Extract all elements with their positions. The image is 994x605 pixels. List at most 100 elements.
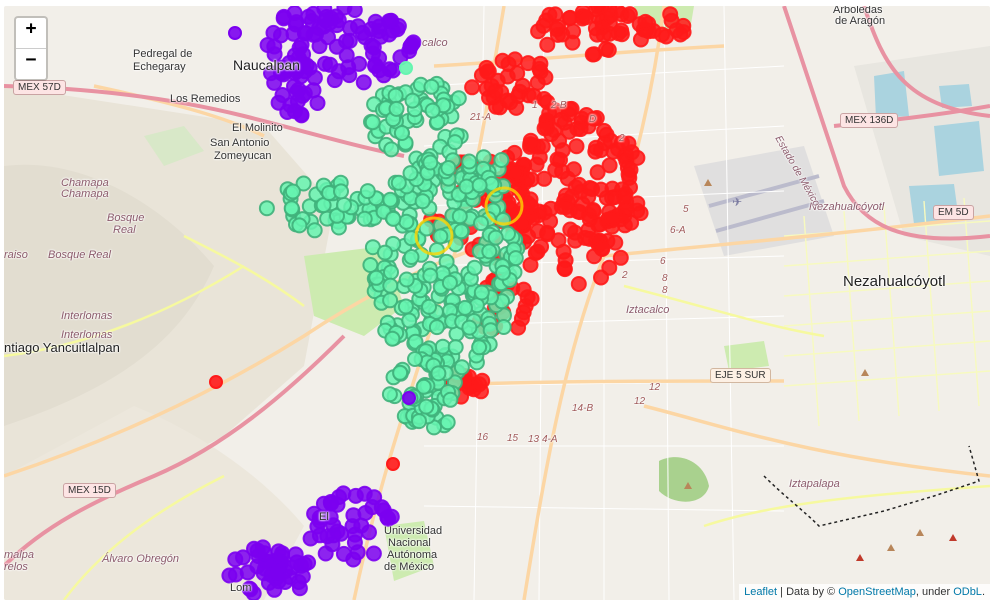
marker-mint[interactable]	[428, 319, 445, 336]
marker-purple[interactable]	[221, 567, 238, 584]
marker-mint[interactable]	[447, 134, 463, 151]
marker-mint[interactable]	[466, 259, 483, 276]
marker-red[interactable]	[510, 319, 527, 336]
marker-mint[interactable]	[441, 274, 458, 291]
marker-mint[interactable]	[482, 322, 499, 339]
marker-purple[interactable]	[269, 564, 286, 581]
marker-purple[interactable]	[373, 499, 390, 516]
marker-red[interactable]	[580, 188, 597, 205]
marker-mint[interactable]	[442, 391, 459, 408]
marker-purple[interactable]	[322, 509, 339, 526]
marker-red[interactable]	[584, 46, 601, 63]
marker-purple[interactable]	[311, 527, 328, 544]
marker-red[interactable]	[572, 121, 589, 138]
marker-red[interactable]	[612, 249, 629, 266]
marker-stray[interactable]	[399, 61, 413, 75]
marker-mint[interactable]	[411, 413, 427, 430]
marker-mint[interactable]	[295, 175, 312, 192]
marker-purple[interactable]	[308, 26, 324, 43]
marker-mint[interactable]	[381, 386, 398, 403]
marker-purple[interactable]	[286, 103, 303, 120]
marker-mint[interactable]	[471, 177, 488, 194]
marker-red[interactable]	[570, 276, 587, 292]
marker-mint[interactable]	[291, 217, 308, 234]
marker-mint[interactable]	[457, 299, 473, 316]
marker-mint[interactable]	[398, 271, 415, 288]
marker-red[interactable]	[597, 41, 614, 58]
marker-mint[interactable]	[461, 319, 478, 336]
marker-purple[interactable]	[275, 10, 292, 27]
marker-red[interactable]	[586, 248, 603, 265]
marker-purple[interactable]	[355, 74, 372, 91]
marker-purple[interactable]	[265, 24, 282, 41]
marker-purple[interactable]	[317, 545, 334, 562]
marker-mint[interactable]	[451, 208, 468, 225]
marker-purple[interactable]	[345, 551, 362, 568]
marker-purple[interactable]	[357, 29, 374, 46]
marker-red[interactable]	[589, 164, 606, 181]
marker-red[interactable]	[567, 224, 584, 241]
marker-mint[interactable]	[376, 244, 393, 261]
marker-mint[interactable]	[495, 319, 512, 335]
marker-purple[interactable]	[336, 6, 353, 16]
marker-red[interactable]	[561, 10, 578, 27]
marker-purple[interactable]	[325, 527, 342, 544]
marker-purple[interactable]	[239, 564, 256, 581]
marker-red[interactable]	[533, 238, 550, 255]
marker-purple[interactable]	[270, 94, 287, 111]
marker-red[interactable]	[478, 59, 495, 76]
marker-red[interactable]	[557, 199, 574, 216]
marker-mint[interactable]	[382, 292, 399, 309]
marker-red[interactable]	[508, 99, 525, 116]
marker-red[interactable]	[604, 210, 621, 227]
marker-red[interactable]	[577, 9, 594, 26]
marker-mint[interactable]	[447, 339, 464, 356]
marker-mint[interactable]	[258, 200, 275, 217]
marker-purple[interactable]	[357, 505, 374, 521]
marker-mint[interactable]	[393, 125, 410, 141]
marker-red[interactable]	[564, 34, 581, 51]
marker-mint[interactable]	[382, 191, 399, 208]
marker-purple[interactable]	[242, 581, 259, 598]
leaflet-link[interactable]: Leaflet	[744, 586, 778, 598]
marker-mint[interactable]	[418, 398, 435, 415]
marker-mint[interactable]	[434, 338, 451, 355]
marker-red[interactable]	[672, 26, 689, 43]
marker-red[interactable]	[539, 36, 556, 53]
marker-red[interactable]	[552, 151, 568, 168]
marker-mint[interactable]	[415, 378, 432, 395]
marker-purple[interactable]	[317, 12, 334, 29]
marker-red[interactable]	[535, 17, 552, 34]
marker-mint[interactable]	[336, 196, 352, 213]
marker-mint[interactable]	[414, 193, 431, 210]
marker-mint[interactable]	[461, 153, 478, 170]
openstreetmap-link[interactable]: OpenStreetMap	[838, 586, 916, 598]
marker-red[interactable]	[621, 6, 638, 23]
marker-mint[interactable]	[403, 249, 420, 265]
marker-mint[interactable]	[422, 267, 439, 284]
marker-stray[interactable]	[402, 391, 416, 405]
marker-mint[interactable]	[364, 114, 381, 131]
marker-purple[interactable]	[365, 39, 382, 56]
marker-red[interactable]	[593, 269, 609, 286]
marker-mint[interactable]	[495, 264, 511, 281]
marker-mint[interactable]	[283, 200, 300, 217]
marker-red[interactable]	[487, 83, 504, 100]
marker-mint[interactable]	[450, 90, 467, 107]
marker-mint[interactable]	[507, 250, 524, 267]
marker-red[interactable]	[509, 65, 526, 82]
marker-mint[interactable]	[481, 243, 498, 260]
marker-mint[interactable]	[333, 183, 349, 200]
marker-red[interactable]	[539, 226, 556, 243]
marker-red[interactable]	[560, 106, 577, 123]
marker-purple[interactable]	[315, 495, 332, 512]
marker-mint[interactable]	[439, 414, 456, 431]
marker-mint[interactable]	[422, 154, 439, 171]
marker-purple[interactable]	[283, 559, 300, 576]
marker-red[interactable]	[613, 26, 630, 43]
marker-red[interactable]	[520, 55, 537, 72]
marker-mint[interactable]	[432, 228, 449, 245]
marker-red[interactable]	[588, 139, 604, 156]
marker-mint[interactable]	[284, 183, 301, 200]
marker-mint[interactable]	[402, 165, 419, 182]
